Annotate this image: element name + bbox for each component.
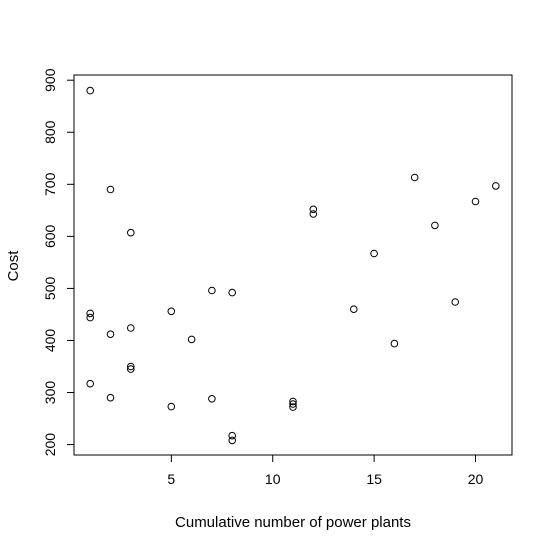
data-point-20 xyxy=(289,400,297,408)
data-point-26 xyxy=(390,339,399,348)
data-point-10 xyxy=(127,365,135,373)
y-tick-label-300: 300 xyxy=(42,381,58,405)
data-point-25 xyxy=(370,249,378,258)
data-point-15 xyxy=(208,395,216,403)
data-point-22 xyxy=(309,205,318,214)
data-point-13 xyxy=(187,335,196,344)
y-tick-label-700: 700 xyxy=(42,172,58,196)
y-axis-title: Cost xyxy=(5,250,22,282)
data-point-19 xyxy=(289,397,297,406)
y-tick-label-900: 900 xyxy=(42,68,58,92)
data-point-2 xyxy=(86,313,94,322)
data-point-6 xyxy=(106,393,115,402)
x-tick-label-10: 10 xyxy=(265,471,281,487)
y-tick-label-200: 200 xyxy=(42,433,58,457)
data-point-27 xyxy=(410,173,419,182)
data-point-18 xyxy=(228,436,236,445)
data-point-3 xyxy=(86,379,94,388)
points-layer xyxy=(86,86,500,445)
data-point-1 xyxy=(86,309,94,318)
data-point-16 xyxy=(228,288,236,297)
data-point-29 xyxy=(451,298,460,306)
data-point-11 xyxy=(167,307,176,316)
data-point-0 xyxy=(86,86,94,95)
data-point-30 xyxy=(471,197,480,206)
data-point-21 xyxy=(289,403,297,411)
data-point-5 xyxy=(106,330,115,339)
data-point-8 xyxy=(127,324,135,332)
data-point-9 xyxy=(127,362,135,371)
data-point-4 xyxy=(106,185,115,194)
y-axis: 200 300 400 500 600 700 800 900 xyxy=(42,68,75,457)
data-point-17 xyxy=(228,431,236,440)
y-tick-label-400: 400 xyxy=(42,329,58,353)
x-axis: 5 10 15 20 xyxy=(167,454,484,487)
data-point-14 xyxy=(208,286,216,295)
data-point-12 xyxy=(167,402,176,411)
data-point-28 xyxy=(431,221,439,230)
data-point-31 xyxy=(492,182,500,190)
data-point-7 xyxy=(127,228,135,237)
y-tick-label-500: 500 xyxy=(42,277,58,301)
data-point-24 xyxy=(350,305,358,314)
data-point-23 xyxy=(309,210,318,218)
y-tick-label-600: 600 xyxy=(42,224,58,248)
x-tick-label-5: 5 xyxy=(167,471,175,487)
x-axis-title: Cumulative number of power plants xyxy=(175,514,411,531)
x-tick-label-15: 15 xyxy=(366,471,382,487)
x-tick-label-20: 20 xyxy=(468,471,484,487)
y-tick-label-800: 800 xyxy=(42,120,58,144)
